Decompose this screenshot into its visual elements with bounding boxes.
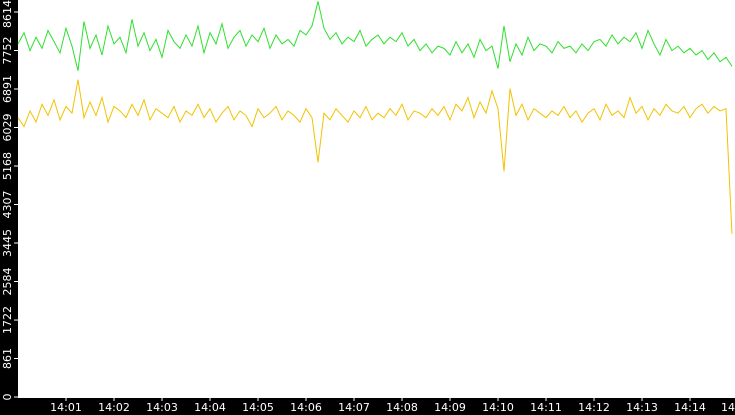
- y-axis-strip: [0, 0, 18, 415]
- x-tick-label: 14:05: [242, 401, 274, 414]
- series-line: [17, 1, 733, 71]
- y-tick-label: 6891: [1, 75, 14, 103]
- x-axis-strip: [0, 398, 735, 415]
- y-tick-label: 8614: [1, 0, 14, 28]
- x-tick-label: 14:09: [434, 401, 466, 414]
- x-tick-label: 14:08: [386, 401, 418, 414]
- x-tick-label: 14:13: [626, 401, 658, 414]
- x-tick-label: 14:06: [290, 401, 322, 414]
- y-tick-label: 5168: [1, 152, 14, 180]
- y-tick-label: 861: [1, 348, 14, 369]
- y-tick-label: 6029: [1, 114, 14, 142]
- x-tick-label: 14:07: [338, 401, 370, 414]
- y-tick-label: 4307: [1, 190, 14, 218]
- x-tick-label: 14:11: [530, 401, 562, 414]
- x-tick-label: 14:12: [578, 401, 610, 414]
- y-tick-label: 0: [1, 394, 14, 401]
- x-tick-label: 14: [721, 401, 735, 414]
- y-tick-label: 7752: [1, 37, 14, 65]
- x-tick-label: 14:02: [98, 401, 130, 414]
- x-tick-label: 14:03: [146, 401, 178, 414]
- y-tick-label: 1722: [1, 306, 14, 334]
- x-tick-label: 14:10: [482, 401, 514, 414]
- x-tick-label: 14:14: [674, 401, 706, 414]
- y-tick-label: 2584: [1, 268, 14, 296]
- series-line: [17, 79, 733, 234]
- x-tick-label: 14:04: [194, 401, 226, 414]
- x-tick-label: 14:01: [50, 401, 82, 414]
- y-tick-label: 3445: [1, 229, 14, 257]
